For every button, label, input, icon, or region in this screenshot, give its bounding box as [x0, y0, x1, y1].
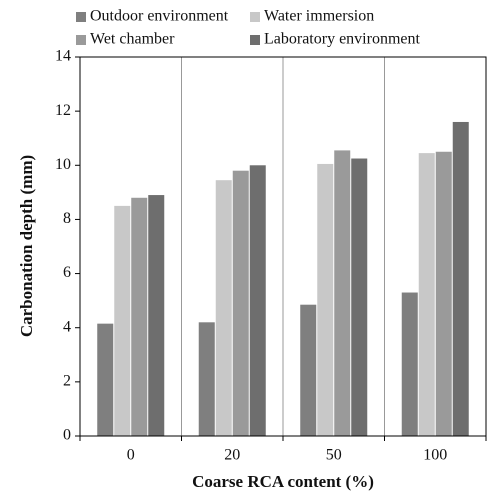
bar	[418, 153, 435, 436]
y-tick-label: 12	[55, 102, 71, 119]
y-tick-label: 4	[63, 318, 71, 335]
x-axis-label: Coarse RCA content (%)	[192, 472, 374, 491]
y-tick-label: 10	[55, 156, 71, 173]
bar	[435, 151, 452, 436]
bar	[317, 163, 334, 437]
y-tick-label: 2	[63, 373, 71, 390]
bar	[401, 292, 418, 436]
bar	[215, 180, 232, 436]
y-tick-label: 6	[63, 264, 71, 281]
plot-frame	[79, 56, 487, 437]
x-tick-label: 0	[127, 447, 135, 464]
y-tick-label: 14	[55, 48, 71, 65]
bar	[300, 304, 317, 436]
y-axis-label: Carbonation depth (mm)	[17, 155, 36, 337]
legend-label: Wet chamber	[90, 31, 175, 48]
y-tick-label: 8	[63, 210, 71, 227]
y-tick-label: 0	[63, 427, 71, 444]
x-tick-label: 100	[423, 447, 447, 464]
legend-swatch	[250, 35, 260, 45]
legend-label: Outdoor environment	[90, 8, 229, 25]
x-tick-label: 50	[326, 447, 342, 464]
bar	[232, 170, 249, 436]
bar	[351, 158, 368, 436]
bar	[249, 165, 266, 437]
bar	[198, 322, 215, 436]
legend-swatch	[76, 35, 86, 45]
legend-swatch	[250, 12, 260, 22]
legend-label: Water immersion	[264, 8, 374, 25]
x-tick-label: 20	[224, 447, 240, 464]
legend-label: Laboratory environment	[264, 31, 421, 48]
bar	[114, 205, 131, 436]
bar	[334, 150, 351, 436]
bar	[148, 195, 165, 436]
bar	[131, 197, 148, 436]
legend-swatch	[76, 12, 86, 22]
bar	[97, 323, 114, 436]
bar	[452, 121, 469, 436]
